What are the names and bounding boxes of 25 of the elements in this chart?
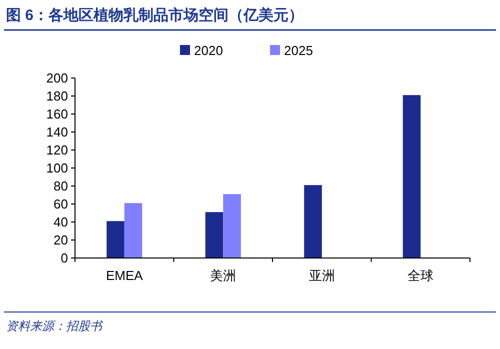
x-tick-label: 亚洲: [308, 268, 335, 283]
bar: [223, 194, 241, 258]
bar: [402, 95, 421, 258]
y-tick-label: 180: [46, 88, 68, 104]
legend-label: 2020: [194, 43, 223, 58]
x-tick-label: EMEA: [106, 268, 144, 283]
y-tick-label: 20: [54, 232, 68, 248]
y-tick-label: 60: [54, 196, 68, 212]
y-tick-label: 200: [46, 70, 68, 86]
text: 资料来源：招股书: [6, 319, 104, 333]
y-tick-label: 120: [46, 142, 68, 158]
y-tick-label: 100: [46, 160, 68, 176]
bar: [106, 221, 124, 258]
x-tick-label: 美洲: [210, 268, 236, 283]
x-tick-label: 全球: [408, 268, 434, 283]
legend-label: 2025: [284, 43, 313, 58]
bar: [304, 185, 322, 258]
chart-title: 图 6：各地区植物乳制品市场空间（亿美元）: [6, 6, 304, 24]
bar: [205, 212, 224, 258]
y-tick-label: 80: [54, 178, 68, 194]
bar: [124, 203, 142, 258]
y-tick-label: 140: [46, 124, 68, 140]
y-tick-label: 160: [46, 106, 68, 122]
y-tick-label: 0: [60, 250, 68, 266]
y-tick-label: 40: [54, 214, 68, 230]
